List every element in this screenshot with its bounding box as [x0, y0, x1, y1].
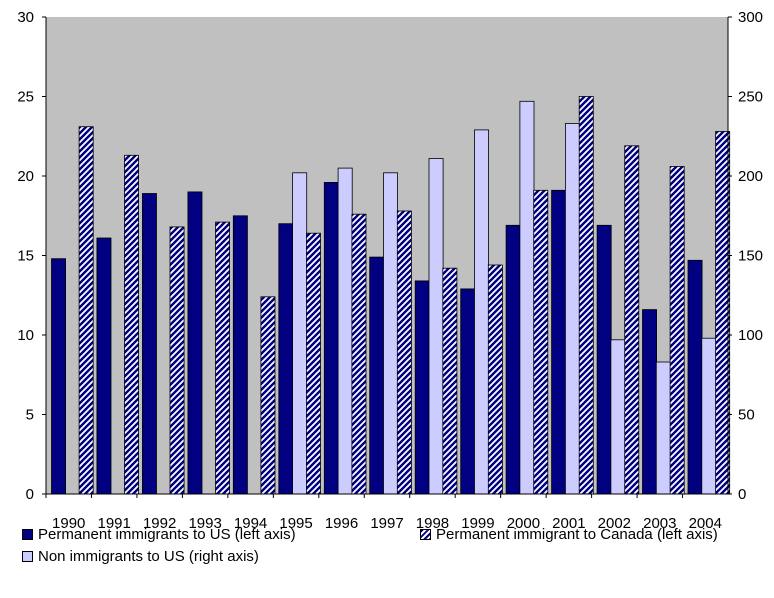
bar-canada-1996 — [351, 213, 367, 495]
bar-canada-2003 — [669, 166, 685, 495]
x-tick-label-2004: 2004 — [689, 515, 722, 532]
bar-non-immigrants-us-1995 — [292, 172, 308, 495]
bar-canada-1992 — [169, 226, 185, 495]
x-tick-label-1996: 1996 — [325, 515, 358, 532]
x-tick-label-2002: 2002 — [598, 515, 631, 532]
bar-non-immigrants-us-2001 — [565, 123, 580, 495]
bar-permanent-us-1995 — [278, 223, 294, 495]
bar-canada-1995 — [305, 232, 321, 495]
bar-canada-2001 — [578, 96, 594, 495]
bar-permanent-us-1992 — [141, 193, 157, 495]
bar-permanent-us-2003 — [642, 309, 658, 495]
bar-non-immigrants-us-2003 — [655, 361, 671, 495]
legend-item-us: Permanent immigrants to US (left axis) — [22, 526, 296, 543]
bar-canada-1990 — [78, 126, 94, 495]
y-left-tick-label-30: 30 — [17, 9, 34, 26]
bar-permanent-us-2004 — [687, 259, 703, 495]
x-tick-label-2003: 2003 — [643, 515, 676, 532]
y-right-tick-label-200: 200 — [738, 168, 763, 185]
x-tick-label-1997: 1997 — [370, 515, 403, 532]
bar-canada-1997 — [396, 210, 412, 495]
bar-permanent-us-1996 — [323, 181, 339, 495]
x-tick-label-1995: 1995 — [279, 515, 312, 532]
bar-non-immigrants-us-1997 — [383, 172, 399, 495]
x-tick-label-1993: 1993 — [188, 515, 221, 532]
bar-permanent-us-2002 — [596, 224, 612, 495]
legend-label-non: Non immigrants to US (right axis) — [38, 548, 259, 565]
y-right-tick-label-50: 50 — [738, 407, 755, 424]
x-tick-label-1999: 1999 — [461, 515, 494, 532]
bar-permanent-us-1999 — [460, 288, 476, 495]
legend-item-non: Non immigrants to US (right axis) — [22, 548, 259, 565]
y-right-tick-label-150: 150 — [738, 248, 763, 265]
bar-permanent-us-1993 — [187, 191, 203, 495]
y-left-tick-label-0: 0 — [26, 486, 34, 503]
bar-non-immigrants-us-2002 — [610, 339, 626, 495]
x-tick-label-1994: 1994 — [234, 515, 267, 532]
bar-non-immigrants-us-2004 — [701, 337, 717, 495]
x-tick-label-1991: 1991 — [98, 515, 131, 532]
x-tick-label-1990: 1990 — [52, 515, 85, 532]
y-left-tick-label-5: 5 — [26, 407, 34, 424]
bar-non-immigrants-us-1996 — [337, 167, 353, 495]
legend-label-us: Permanent immigrants to US (left axis) — [38, 526, 296, 543]
y-right-tick-label-250: 250 — [738, 89, 763, 106]
legend-swatch-canada — [420, 529, 431, 540]
bar-permanent-us-2000 — [505, 224, 521, 495]
y-left-tick-label-25: 25 — [17, 89, 34, 106]
legend-item-canada: Permanent immigrant to Canada (left axis… — [420, 526, 718, 543]
bar-permanent-us-2001 — [551, 189, 567, 495]
bar-canada-1993 — [215, 221, 231, 495]
bar-non-immigrants-us-1998 — [428, 158, 444, 495]
bar-canada-2002 — [624, 145, 640, 495]
bar-canada-1994 — [260, 296, 276, 495]
y-left-tick-label-20: 20 — [17, 168, 34, 185]
y-left-tick-label-15: 15 — [17, 248, 34, 265]
bar-canada-1998 — [442, 267, 458, 495]
bar-canada-1999 — [487, 264, 503, 495]
x-tick-label-2001: 2001 — [552, 515, 585, 532]
bar-non-immigrants-us-2000 — [519, 100, 535, 495]
y-right-tick-label-0: 0 — [738, 486, 746, 503]
bar-canada-2000 — [533, 189, 549, 495]
legend-swatch-us — [22, 529, 33, 540]
bar-permanent-us-1994 — [232, 215, 248, 495]
y-left-tick-label-10: 10 — [17, 327, 34, 344]
bar-permanent-us-1991 — [96, 237, 112, 495]
x-tick-label-1992: 1992 — [143, 515, 176, 532]
bar-permanent-us-1990 — [51, 258, 67, 495]
bar-permanent-us-1997 — [369, 256, 385, 495]
legend-label-canada: Permanent immigrant to Canada (left axis… — [436, 526, 718, 543]
bar-non-immigrants-us-1999 — [474, 129, 490, 495]
x-tick-label-2000: 2000 — [507, 515, 540, 532]
legend-swatch-non — [22, 551, 33, 562]
x-tick-label-1998: 1998 — [416, 515, 449, 532]
bar-permanent-us-1998 — [414, 280, 430, 495]
y-right-tick-label-100: 100 — [738, 327, 763, 344]
y-right-tick-label-300: 300 — [738, 9, 763, 26]
bar-canada-1991 — [124, 154, 140, 495]
